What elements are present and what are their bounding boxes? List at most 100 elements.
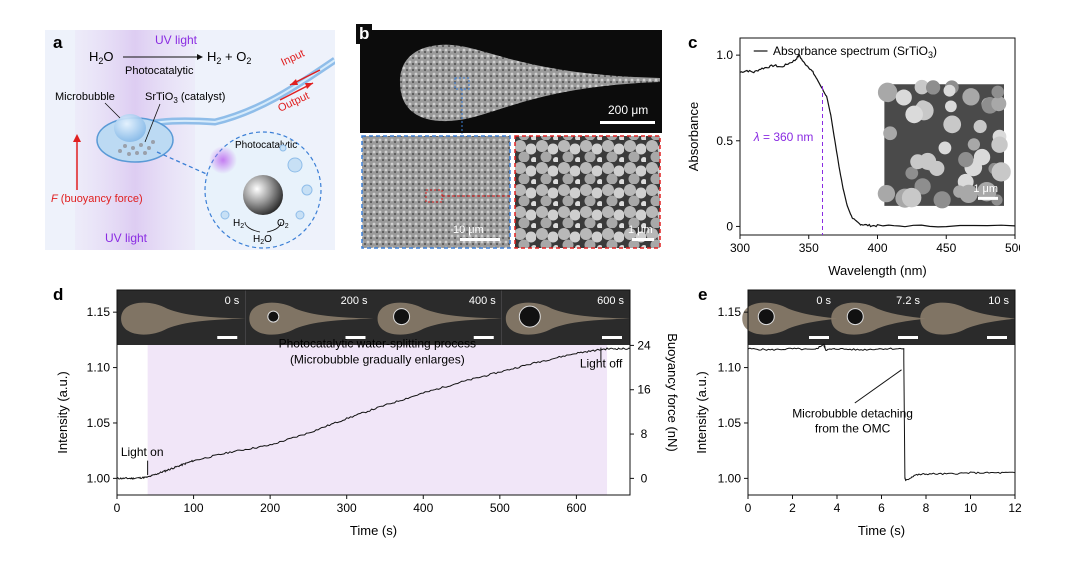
right-y-tick-label: 24	[637, 338, 651, 352]
panel-b-sem: 200 μm 10 μm 1 μm	[360, 30, 662, 249]
video-frame: 10 s	[920, 290, 1015, 345]
inset-particle	[967, 138, 981, 151]
y-tick-label: 0	[726, 219, 733, 233]
x-tick-label: 0	[745, 501, 752, 515]
frame-scale-bar	[898, 336, 918, 339]
inset-particle	[905, 105, 923, 124]
microbubble-pointer	[104, 102, 121, 119]
x-tick-label: 450	[936, 241, 956, 255]
x-axis-label: Time (s)	[350, 523, 397, 538]
microbubble	[114, 114, 146, 142]
inset-particle	[929, 160, 945, 176]
panel-c-sem-inset: 1 μm	[877, 79, 1011, 209]
inset-bubble-5	[279, 144, 287, 152]
y-tick-label: 1.10	[718, 361, 742, 375]
right-y-axis-label: Buoyancy force (nN)	[665, 333, 680, 452]
process-annotation-line2: (Microbubble gradually enlarges)	[290, 353, 465, 367]
reaction-product: H2 + O2	[207, 49, 251, 66]
frame-time-label: 600 s	[597, 295, 624, 307]
microbubble-in-frame	[846, 308, 864, 326]
panel-a-schematic: a UV light H2O H2 + O2 Photocatalytic In…	[45, 30, 337, 250]
sem-bottom-left	[361, 135, 511, 249]
buoyancy-force-label: F (buoyancy force)	[51, 193, 143, 205]
inset-arrow-o2	[266, 221, 282, 233]
frame-scale-bar	[602, 336, 622, 339]
inset-particle	[901, 187, 922, 208]
x-tick-label: 12	[1008, 501, 1022, 515]
inset-catalyst-sphere	[243, 175, 283, 215]
inset-particle	[938, 141, 952, 155]
microbubble-in-frame	[757, 308, 775, 326]
y-tick-label: 1.05	[718, 416, 742, 430]
lambda-annotation: λ = 360 nm	[753, 130, 814, 144]
panel-a-label: a	[53, 33, 63, 52]
panel-e-axes: 0 2 4 6 8 10 12 1.00 1.05 1.10 1.15	[718, 289, 1022, 515]
x-tick-label: 400	[867, 241, 887, 255]
x-tick-label: 400	[413, 501, 433, 515]
y-tick-label: 1.15	[718, 305, 742, 319]
right-y-tick-label: 16	[637, 383, 651, 397]
inset-particle	[943, 84, 956, 97]
x-tick-label: 100	[184, 501, 204, 515]
frame-scale-bar	[345, 336, 366, 339]
frame-time-label: 10 s	[988, 295, 1009, 307]
uv-light-bottom-label: UV light	[105, 231, 148, 245]
detach-arrow	[854, 369, 902, 404]
inset-particle	[943, 115, 962, 134]
inset-particle	[991, 136, 1008, 153]
video-frame: 0 s	[117, 290, 246, 345]
frame-scale-bar	[473, 336, 494, 339]
x-axis-label: Time (s)	[858, 523, 905, 538]
x-tick-label: 0	[114, 501, 121, 515]
inset-particle	[914, 178, 931, 195]
panel-a: a UV light H2O H2 + O2 Photocatalytic In…	[45, 30, 337, 250]
frame-scale-bar	[217, 336, 238, 339]
frame-time-label: 0 s	[816, 295, 831, 307]
inset-particle	[945, 100, 957, 113]
reaction-reactant: H2O	[89, 49, 114, 66]
right-y-tick-label: 8	[641, 427, 648, 441]
light-off-annotation: Light off	[580, 357, 623, 371]
inset-particle	[973, 119, 987, 134]
catalyst-particles	[118, 140, 155, 156]
reaction-arrowhead	[197, 54, 203, 60]
panel-b-label: b	[356, 24, 373, 44]
panel-c-axes: 300 350 400 450 500 0 0.5 1.0	[716, 37, 1020, 255]
x-tick-label: 200	[260, 501, 280, 515]
inset-particle	[991, 162, 1011, 182]
sem-scale-br-text: 1 μm	[628, 224, 653, 236]
video-frame: 600 s	[501, 290, 630, 345]
inset-particle	[910, 154, 926, 170]
frame-time-label: 200 s	[341, 295, 368, 307]
microbubble-in-frame	[518, 305, 541, 328]
probe-silhouette	[377, 302, 502, 335]
absorbance-series-line	[739, 52, 1016, 228]
y-axis-label: Intensity (a.u.)	[55, 371, 70, 453]
x-tick-label: 500	[490, 501, 510, 515]
panel-e-chart: e 0 s 7.2 s 10 s 0 2 4 6 8 10 12 1.00 1.05 1.10 1.15…	[694, 285, 1022, 538]
inset-particle	[925, 80, 941, 95]
frame-scale-bar	[987, 336, 1007, 339]
light-on-annotation: Light on	[121, 445, 164, 459]
detach-annotation-line2: from the OMC	[815, 421, 891, 435]
y-tick-label: 1.10	[87, 361, 111, 375]
frame-time-label: 7.2 s	[896, 295, 920, 307]
panel-c-chart: c 300 350 400 450 500 0 0.5 1.0 1 μm λ = 360 nm…	[686, 33, 1020, 278]
y-tick-label: 0.5	[716, 134, 733, 148]
frame-scale-bar	[809, 336, 829, 339]
x-tick-label: 350	[799, 241, 819, 255]
sem-scale-top-bar	[600, 121, 655, 124]
inset-bubble-3	[295, 210, 305, 220]
inset-particle	[991, 96, 1007, 112]
uv-light-top-label: UV light	[155, 33, 198, 47]
sem-scale-bl-bar	[460, 238, 500, 241]
panel-d-axes: 0 100 200 300 400 500 600 1.00 1.05 1.10 1.15 0 8 16 2…	[87, 289, 651, 515]
inset-bubble-2	[301, 184, 313, 196]
y-tick-label: 1.05	[87, 416, 111, 430]
inset-h2o: H2O	[253, 234, 272, 246]
inset-h2: H2	[233, 218, 244, 230]
inset-particle	[877, 184, 896, 203]
panel-e-video-frames: 0 s 7.2 s 10 s	[742, 290, 1015, 345]
detach-annotation-line1: Microbubble detaching	[792, 406, 913, 420]
x-tick-label: 500	[1005, 241, 1020, 255]
